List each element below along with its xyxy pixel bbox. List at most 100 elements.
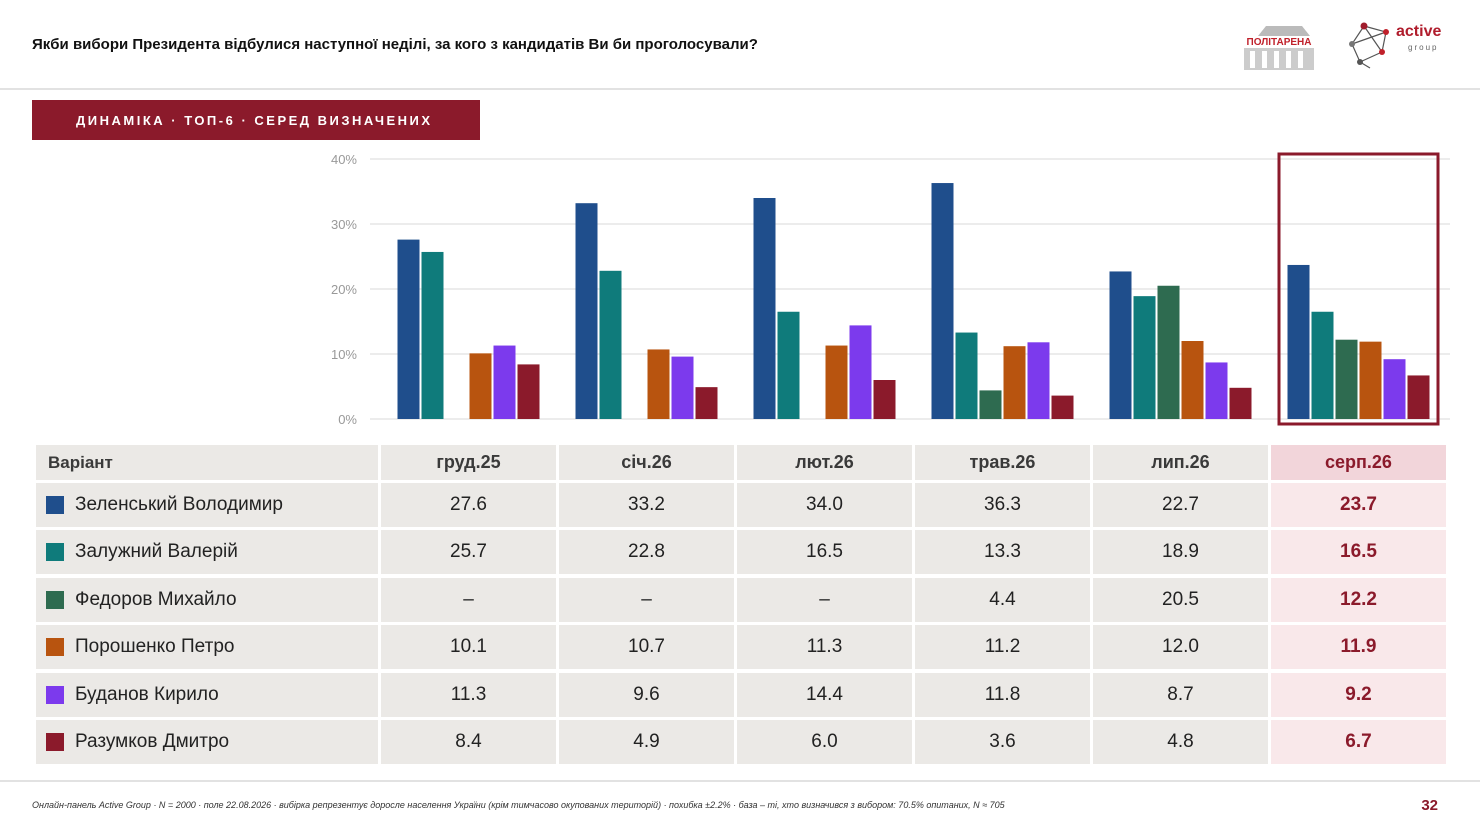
chart: 0% 10% 20% 30% 40% [331,152,1450,427]
bar [825,345,848,419]
value-cell: 22.7 [1093,483,1268,527]
value-cell: 20.5 [1093,577,1268,622]
y-tick-label: 40% [331,152,357,167]
bar [1407,375,1430,419]
legend-swatch [46,685,64,704]
slide-title: Якби вибори Президента відбулися наступн… [32,36,758,53]
logos: ПОЛІТАРЕНА active group [1244,22,1441,70]
value-cell: 10.1 [381,625,556,670]
row-label: Буданов Кирило [36,672,378,717]
bar [1109,271,1132,419]
bar [421,251,444,419]
row-label: Зеленський Володимир [36,483,378,527]
bar [695,387,718,419]
candidate-name: Разумков Дмитро [75,731,230,752]
logo-active [1349,22,1389,69]
value-cell: 33.2 [559,483,734,527]
value-cell: 9.2 [1271,672,1446,717]
y-tick-label: 30% [331,217,357,232]
bar [469,353,492,419]
candidate-name: Зеленський Володимир [75,494,283,515]
value-cell: 8.4 [381,720,556,764]
value-cell: 13.3 [915,530,1090,575]
y-tick-label: 0% [338,412,357,427]
column-header: лют.26 [737,445,912,480]
page-number: 32 [1421,797,1438,814]
value-cell: 6.7 [1271,720,1446,764]
bar [517,364,540,419]
value-cell: 27.6 [381,483,556,527]
column-header: січ.26 [559,445,734,480]
value-cell: 11.3 [737,625,912,670]
value-cell: 22.8 [559,530,734,575]
bar [1027,342,1050,419]
bar [647,349,670,419]
bar [1229,387,1252,419]
y-tick-label: 10% [331,347,357,362]
row-label: Разумков Дмитро [36,720,378,764]
candidate-name: Залужний Валерій [75,541,238,563]
bar [1157,285,1180,419]
value-cell: 16.5 [1271,530,1446,575]
bar [1383,359,1406,419]
bar [777,311,800,419]
value-cell: 12.0 [1093,625,1268,670]
bar [979,390,1002,419]
bar [1003,346,1026,419]
value-cell: 11.8 [915,672,1090,717]
divider [0,780,1480,782]
value-cell: 11.3 [381,672,556,717]
bar [493,345,516,419]
column-header: серп.26 [1271,445,1446,480]
bar [955,332,978,419]
value-cell: 4.4 [915,577,1090,622]
column-header: груд.25 [381,445,556,480]
value-cell: 36.3 [915,483,1090,527]
value-cell: 10.7 [559,625,734,670]
legend-swatch [46,590,64,609]
bar [397,239,420,419]
bar [1287,264,1310,419]
footer-note: Онлайн-панель Active Group · N = 2000 · … [32,800,1005,810]
bar [873,380,896,419]
bar [1205,362,1228,419]
row-label: Залужний Валерій [36,530,378,575]
value-cell: 3.6 [915,720,1090,764]
candidate-name: Порошенко Петро [75,636,235,658]
bar [575,203,598,419]
value-cell: – [381,577,556,622]
logo-text: group [1408,43,1438,52]
column-header: лип.26 [1093,445,1268,480]
bar [849,325,872,419]
value-cell: 18.9 [1093,530,1268,575]
logo-politarena: ПОЛІТАРЕНА [1244,26,1314,70]
bar [753,198,776,419]
value-cell: 6.0 [737,720,912,764]
value-cell: 12.2 [1271,577,1446,622]
legend-swatch [46,733,64,751]
bar [671,356,694,419]
value-cell: 23.7 [1271,483,1446,527]
value-cell: 4.8 [1093,720,1268,764]
table-header: Варіант [36,445,378,480]
candidate-name: Федоров Михайло [75,588,237,610]
bar [599,270,622,419]
logo-text: active [1396,23,1441,40]
highlight-frame [1277,152,1440,426]
row-label: Порошенко Петро [36,625,378,670]
legend-swatch [46,496,64,514]
bar [1133,296,1156,419]
value-cell: 25.7 [381,530,556,575]
value-cell: – [737,577,912,622]
legend-swatch [46,543,64,562]
bar [1359,341,1382,419]
value-cell: 16.5 [737,530,912,575]
value-cell: 4.9 [559,720,734,764]
bar [1311,311,1334,419]
legend-swatch [46,638,64,657]
candidate-name: Буданов Кирило [75,683,219,705]
bar [1335,339,1358,419]
bar [1181,341,1204,419]
y-tick-label: 20% [331,282,357,297]
